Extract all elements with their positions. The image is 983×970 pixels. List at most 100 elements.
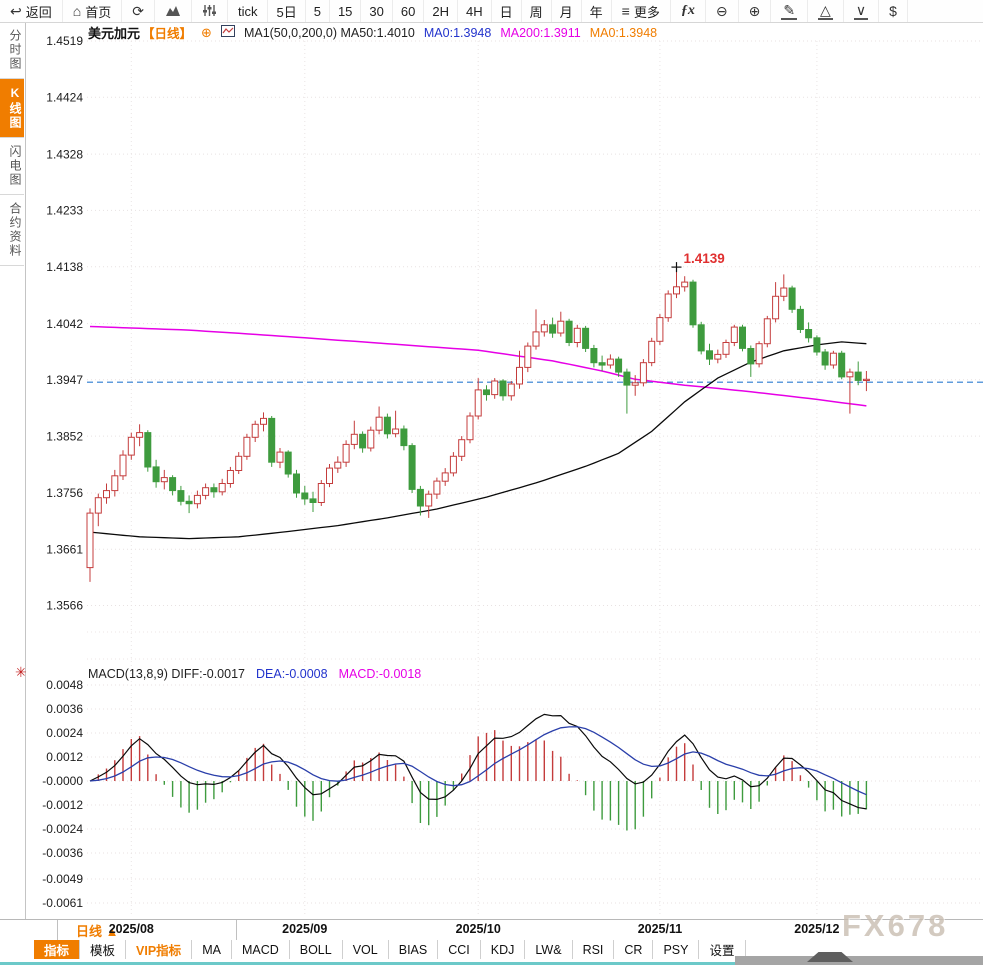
indicator-tab-BIAS[interactable]: BIAS bbox=[389, 940, 439, 959]
peak-marker: 1.4139 bbox=[671, 251, 725, 273]
indicator-tab-CR[interactable]: CR bbox=[614, 940, 654, 959]
indicator-tab-MACD[interactable]: MACD bbox=[232, 940, 290, 959]
svg-text:1.4042: 1.4042 bbox=[46, 317, 83, 331]
indicator-tab-设置[interactable]: 设置 bbox=[699, 940, 746, 959]
fx-icon: ƒx bbox=[680, 3, 695, 18]
interval-5d[interactable]: 5日 bbox=[268, 0, 306, 22]
interval-tick[interactable]: tick bbox=[228, 0, 269, 22]
toolbar-item-label: 60 bbox=[400, 3, 416, 19]
macd-gridlines: 0.0048 0.0036 0.0024 0.0012 -0.0000 -0.0012 -0… bbox=[42, 678, 983, 910]
chevron-down-icon: ∨ bbox=[853, 1, 869, 20]
interval-5[interactable]: 5 bbox=[306, 0, 330, 22]
svg-text:1.4139: 1.4139 bbox=[684, 251, 725, 266]
indicator-tab-VIP指标[interactable]: VIP指标 bbox=[126, 940, 193, 959]
draw-button[interactable]: ✎ bbox=[771, 0, 809, 22]
period-selector-button[interactable]: 日线 ▲ bbox=[57, 920, 237, 940]
interval-month[interactable]: 月 bbox=[552, 0, 582, 22]
indicator-tab-LW&[interactable]: LW& bbox=[525, 940, 573, 959]
back-button[interactable]: ↩ 返回 bbox=[0, 0, 63, 22]
dollar-button[interactable]: $ bbox=[879, 0, 908, 22]
interval-15[interactable]: 15 bbox=[330, 0, 362, 22]
expand-plus-icon[interactable]: ⊕ bbox=[201, 24, 212, 40]
sidebar-tab-闪电图[interactable]: 闪电图 bbox=[0, 138, 24, 195]
indicator-settings-icon[interactable]: ✳ bbox=[15, 664, 27, 680]
interval-week[interactable]: 周 bbox=[522, 0, 552, 22]
svg-text:-0.0000: -0.0000 bbox=[42, 774, 83, 788]
month-gridlines bbox=[130, 41, 818, 915]
svg-text:0.0048: 0.0048 bbox=[46, 678, 83, 692]
macd-dea-label: DEA:-0.0008 bbox=[256, 667, 328, 681]
more-button[interactable]: ≡ 更多 bbox=[612, 0, 671, 22]
area-chart-button[interactable] bbox=[155, 0, 192, 22]
zoom-in-button[interactable]: ⊕ bbox=[739, 0, 772, 22]
macd-panel-header: MACD(13,8,9) DIFF:-0.0017 DEA:-0.0008 MA… bbox=[88, 667, 421, 681]
indicator-tab-模板[interactable]: 模板 bbox=[80, 940, 127, 959]
ma200-line bbox=[89, 325, 867, 407]
grip-bump-icon bbox=[807, 952, 853, 962]
sidebar-tab-K线图[interactable]: K线图 bbox=[0, 79, 24, 138]
panel-grip-handle[interactable] bbox=[735, 952, 983, 965]
indicator-tab-bar: 指标 模板 VIP指标 MA MACD BOLL VOL BIAS CCI KDJ LW& RSI CR… bbox=[0, 940, 983, 959]
macd-histogram bbox=[97, 730, 868, 831]
chevron-down-button[interactable]: ∨ bbox=[844, 0, 880, 22]
refresh-button[interactable]: ⟳ bbox=[122, 0, 155, 22]
xaxis-date-label: 2025/08 bbox=[108, 922, 154, 936]
macd-diff-line bbox=[89, 713, 867, 810]
toolbar-item-label: 5日 bbox=[276, 4, 297, 20]
toolbar-item-label: 5 bbox=[313, 3, 321, 19]
toolbar-item-label: 4H bbox=[465, 3, 483, 19]
svg-text:1.4328: 1.4328 bbox=[46, 147, 83, 161]
svg-text:-0.0012: -0.0012 bbox=[42, 798, 83, 812]
interval-60[interactable]: 60 bbox=[393, 0, 425, 22]
toolbar-item-label: 月 bbox=[559, 4, 573, 20]
home-button[interactable]: ⌂ 首页 bbox=[63, 0, 123, 22]
indicator-fx-button[interactable]: ƒx bbox=[671, 0, 706, 22]
svg-text:1.4233: 1.4233 bbox=[46, 204, 83, 218]
price-panel-header: 美元加元 【日线】 ⊕ MA1(50,0,200,0) MA50:1.4010 … bbox=[88, 23, 657, 42]
interval-30[interactable]: 30 bbox=[361, 0, 393, 22]
toolbar-item-label: 更多 bbox=[633, 4, 660, 20]
indicator-tab-指标[interactable]: 指标 bbox=[34, 940, 81, 959]
toolbar-item-label: 日 bbox=[499, 4, 513, 20]
toolbar-item-label: 2H bbox=[432, 3, 449, 19]
dollar-icon: $ bbox=[889, 3, 897, 19]
indicator-tab-MA[interactable]: MA bbox=[192, 940, 232, 959]
candle-chart-button[interactable] bbox=[192, 0, 228, 22]
triangle-up-icon: △ bbox=[818, 1, 833, 20]
sidebar-tab-分时图[interactable]: 分时图 bbox=[0, 22, 24, 79]
bottom-divider bbox=[0, 962, 983, 965]
indicator-tab-BOLL[interactable]: BOLL bbox=[290, 940, 343, 959]
interval-2h[interactable]: 2H bbox=[424, 0, 458, 22]
ma0-orange-label: MA0:1.3948 bbox=[589, 25, 658, 40]
indicator-tab-PSY[interactable]: PSY bbox=[653, 940, 700, 959]
zoom-out-button[interactable]: ⊖ bbox=[706, 0, 739, 22]
svg-text:1.3661: 1.3661 bbox=[46, 543, 83, 557]
back-arrow-icon: ↩ bbox=[10, 3, 22, 19]
toolbar-item-label: 周 bbox=[529, 4, 543, 20]
macd-title: MACD(13,8,9) DIFF:-0.0017 bbox=[88, 667, 245, 681]
svg-text:-0.0036: -0.0036 bbox=[42, 846, 83, 860]
interval-day[interactable]: 日 bbox=[492, 0, 522, 22]
indicator-tab-KDJ[interactable]: KDJ bbox=[481, 940, 526, 959]
indicator-tab-VOL[interactable]: VOL bbox=[343, 940, 389, 959]
ma-settings-label: MA1(50,0,200,0) MA50:1.4010 bbox=[243, 25, 415, 40]
indicator-tab-CCI[interactable]: CCI bbox=[438, 940, 481, 959]
indicator-tab-RSI[interactable]: RSI bbox=[573, 940, 615, 959]
interval-4h[interactable]: 4H bbox=[458, 0, 492, 22]
svg-text:1.4519: 1.4519 bbox=[46, 34, 83, 48]
svg-text:-0.0061: -0.0061 bbox=[42, 896, 83, 910]
candle-chart-icon bbox=[202, 4, 217, 19]
triangle-up-button[interactable]: △ bbox=[808, 0, 844, 22]
interval-year[interactable]: 年 bbox=[582, 0, 612, 22]
sidebar-tab-合约资料[interactable]: 合约资料 bbox=[0, 195, 24, 266]
svg-text:1.4138: 1.4138 bbox=[46, 260, 83, 274]
mini-chart-icon bbox=[220, 25, 235, 40]
svg-text:1.3756: 1.3756 bbox=[46, 486, 83, 500]
xaxis-strip: 日线 ▲ 2025/08 2025/09 2025/10 2025/11 2025/12 bbox=[0, 919, 983, 941]
menu-icon: ≡ bbox=[621, 3, 630, 19]
home-icon: ⌂ bbox=[72, 3, 82, 19]
ma200-label: MA200:1.3911 bbox=[500, 25, 581, 40]
refresh-icon: ⟳ bbox=[132, 3, 144, 19]
pencil-icon: ✎ bbox=[781, 1, 798, 20]
